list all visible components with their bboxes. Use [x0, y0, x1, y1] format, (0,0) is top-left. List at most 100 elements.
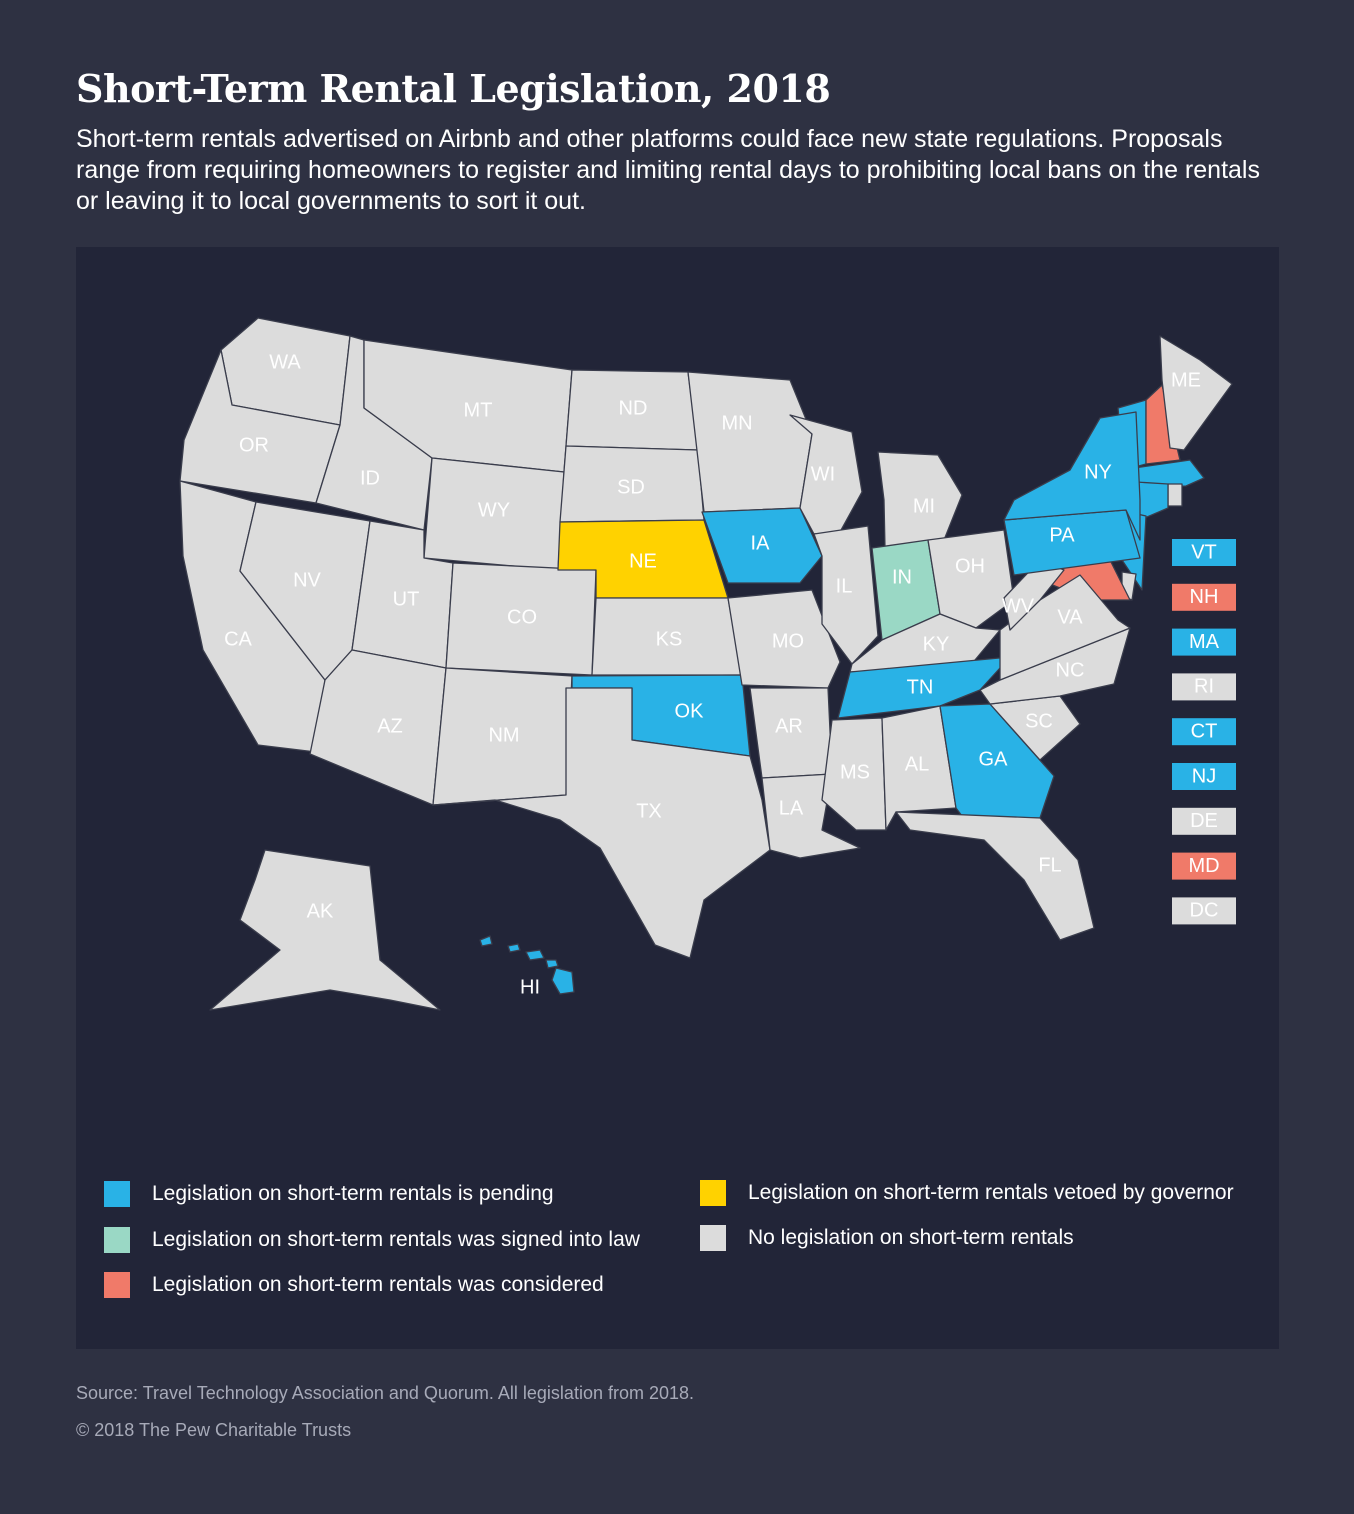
state-label-ar: AR [775, 715, 803, 737]
state-az [309, 649, 447, 806]
legend-item-pending: Legislation on short-term rentals is pen… [104, 1181, 554, 1207]
callout-box-vt [1172, 539, 1236, 566]
state-label-tx: TX [636, 800, 662, 822]
state-label-ut: UT [393, 588, 420, 610]
state-label-oh: OH [955, 555, 985, 577]
state-label-nd: ND [619, 397, 648, 419]
legend-swatch-signed [104, 1227, 130, 1253]
callout-box-de [1172, 807, 1236, 835]
state-label-wy: WY [478, 499, 510, 521]
state-fl [895, 811, 1095, 941]
callout-label-nh: NH [1190, 586, 1219, 608]
hawaii-island [551, 967, 575, 995]
state-label-mt: MT [464, 399, 493, 421]
state-label-mn: MN [721, 412, 752, 434]
page-subtitle: Short-term rentals advertised on Airbnb … [76, 125, 1260, 215]
state-label-in: IN [892, 566, 912, 588]
callout-label-md: MD [1188, 855, 1219, 877]
state-label-wa: WA [269, 351, 301, 373]
state-mo [727, 589, 841, 689]
state-label-wv: WV [1002, 595, 1035, 617]
state-ia [701, 507, 823, 584]
state-oh [927, 529, 1015, 629]
state-hi [479, 935, 575, 995]
state-label-sd: SD [617, 476, 645, 498]
state-label-mo: MO [772, 630, 804, 652]
state-label-fl: FL [1038, 854, 1061, 876]
legend-label: Legislation on short-term rentals was si… [152, 1228, 640, 1251]
state-label-nc: NC [1056, 659, 1085, 681]
copyright-note: © 2018 The Pew Charitable Trusts [76, 1420, 352, 1440]
state-label-al: AL [905, 753, 929, 775]
state-label-mi: MI [913, 495, 935, 517]
callout-box-ct [1172, 718, 1236, 746]
state-label-wi: WI [811, 463, 835, 485]
legend-item-vetoed: Legislation on short-term rentals vetoed… [700, 1180, 1234, 1206]
callout-label-vt: VT [1191, 541, 1217, 563]
state-label-or: OR [239, 434, 269, 456]
hawaii-island [545, 959, 559, 969]
legend-label: No legislation on short-term rentals [748, 1226, 1074, 1249]
legend-swatch-none [700, 1225, 726, 1251]
state-ny [1003, 411, 1141, 541]
state-label-ca: CA [224, 628, 252, 650]
callout-box-nj [1172, 763, 1236, 790]
state-label-ga: GA [979, 748, 1009, 770]
legend-item-none: No legislation on short-term rentals [700, 1225, 1074, 1251]
legend-swatch-vetoed [700, 1180, 726, 1206]
legend-item-signed: Legislation on short-term rentals was si… [104, 1227, 640, 1253]
state-label-la: LA [779, 797, 804, 819]
page-title: Short-Term Rental Legislation, 2018 [76, 66, 831, 111]
state-label-va: VA [1057, 606, 1083, 628]
callout-box-ma [1172, 628, 1236, 656]
legend-swatch-pending [104, 1181, 130, 1207]
state-tn [837, 656, 1011, 719]
state-label-ny: NY [1084, 461, 1112, 483]
callout-label-ma: MA [1189, 631, 1220, 653]
callout-box-ri [1172, 673, 1236, 701]
legend-swatch-considered [104, 1272, 130, 1298]
callout-box-nh [1172, 583, 1236, 611]
state-label-ks: KS [656, 628, 683, 650]
callout-box-md [1172, 852, 1236, 880]
state-mn [687, 371, 813, 513]
legend-label: Legislation on short-term rentals is pen… [152, 1182, 554, 1205]
state-label-ia: IA [751, 532, 771, 554]
hawaii-island [525, 949, 545, 961]
state-label-nv: NV [293, 569, 321, 591]
state-label-ky: KY [923, 633, 950, 655]
hawaii-island [479, 935, 493, 947]
legend-label: Legislation on short-term rentals vetoed… [748, 1181, 1234, 1204]
state-label-hi: HI [520, 976, 540, 998]
hawaii-island [507, 943, 521, 953]
state-label-ne: NE [629, 550, 657, 572]
state-ak [209, 849, 441, 1011]
state-label-id: ID [360, 467, 380, 489]
state-label-ms: MS [840, 761, 870, 783]
state-label-tn: TN [907, 676, 934, 698]
state-label-sc: SC [1025, 710, 1053, 732]
us-map: WA OR CA ID NV MT WY UT AZ CO NM ND SD NE KS OK TX MN IA MO… [179, 317, 1236, 1011]
callout-label-ri: RI [1194, 676, 1214, 698]
callout-label-de: DE [1190, 810, 1218, 832]
callout-label-nj: NJ [1192, 765, 1216, 787]
state-label-pa: PA [1049, 524, 1075, 546]
source-note: Source: Travel Technology Association an… [76, 1383, 695, 1403]
state-ri [1167, 483, 1183, 507]
state-label-me: ME [1171, 369, 1201, 391]
state-tx [432, 687, 771, 959]
legend-item-considered: Legislation on short-term rentals was co… [104, 1272, 604, 1298]
state-label-il: IL [836, 575, 853, 597]
state-label-az: AZ [377, 715, 403, 737]
callout-label-ct: CT [1191, 720, 1218, 742]
state-label-ok: OK [675, 700, 705, 722]
map-panel: WA OR CA ID NV MT WY UT AZ CO NM ND SD NE KS OK TX MN IA MO… [76, 247, 1279, 1349]
state-label-co: CO [507, 606, 537, 628]
state-ms [821, 717, 887, 831]
state-al [881, 705, 957, 831]
legend-label: Legislation on short-term rentals was co… [152, 1273, 604, 1296]
state-label-ak: AK [307, 900, 334, 922]
callout-label-dc: DC [1190, 900, 1219, 922]
state-label-nm: NM [488, 724, 519, 746]
callout-box-dc [1172, 897, 1236, 925]
